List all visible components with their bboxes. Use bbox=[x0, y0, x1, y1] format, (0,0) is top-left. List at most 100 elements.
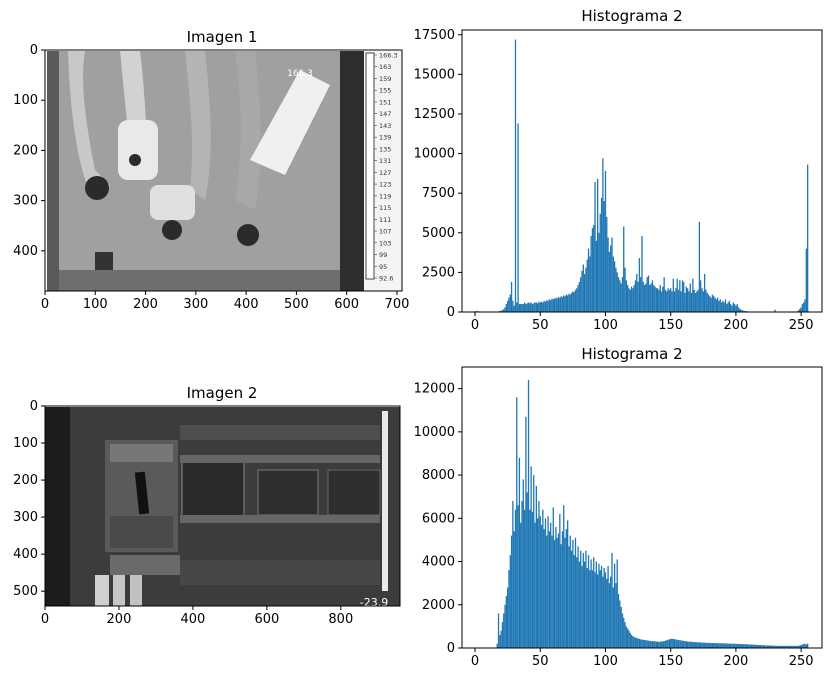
histogram-bar bbox=[624, 622, 626, 648]
histogram-bar bbox=[728, 300, 731, 312]
histogram-bar bbox=[619, 280, 621, 312]
histogram-bar bbox=[709, 642, 711, 648]
histogram-bar bbox=[743, 310, 745, 312]
overlay-temp-2: -23.9 bbox=[360, 596, 388, 609]
subplot-histograma-bottom: Histograma 2 0 50 100 150 200 250 0 2000 4000 600… bbox=[414, 345, 823, 669]
histogram-bar bbox=[654, 286, 656, 312]
image2-bright-3 bbox=[130, 575, 142, 606]
histogram-bar bbox=[760, 644, 762, 648]
histogram-bar bbox=[684, 641, 686, 648]
histogram-bar bbox=[572, 539, 574, 648]
histogram-bar bbox=[731, 305, 733, 312]
histogram-bar bbox=[547, 516, 549, 648]
colorbar-label: 139 bbox=[379, 134, 391, 142]
title-histograma-top: Histograma 2 bbox=[581, 7, 682, 25]
histogram-bar bbox=[608, 251, 611, 312]
image2-bottom-terminals bbox=[110, 555, 180, 575]
histogram-bar bbox=[531, 511, 534, 648]
histogram-bar bbox=[610, 576, 612, 648]
histogram-bar bbox=[623, 226, 625, 312]
x-tick-label: 600 bbox=[334, 297, 359, 312]
histogram-bar bbox=[560, 544, 562, 648]
histogram-bar bbox=[576, 288, 578, 312]
histogram-bar bbox=[496, 643, 498, 648]
y-tick-label: 10000 bbox=[414, 425, 455, 440]
x-tick-label: 100 bbox=[593, 318, 618, 333]
histogram-bar bbox=[724, 299, 727, 312]
histogram-bar bbox=[612, 256, 614, 312]
histogram-bar bbox=[544, 301, 547, 312]
colorbar-labels: 166.3 163 159 155 151 147 143 139 135 131 127 123 11… bbox=[374, 52, 398, 283]
histogram-bar bbox=[550, 522, 552, 648]
histogram-bar bbox=[714, 643, 716, 648]
histogram-bar bbox=[769, 645, 771, 648]
histogram-bar bbox=[807, 164, 809, 312]
histogram-bar bbox=[641, 235, 643, 312]
histogram-bar bbox=[671, 291, 673, 312]
histogram-bar bbox=[654, 641, 656, 648]
histogram-bar bbox=[530, 302, 532, 312]
title-histograma-bottom: Histograma 2 bbox=[581, 345, 682, 363]
histogram-bar bbox=[737, 307, 740, 312]
histogram-bar bbox=[633, 285, 635, 312]
histogram-bar bbox=[739, 308, 741, 312]
histogram-bar bbox=[707, 294, 710, 312]
histogram-bar bbox=[613, 563, 616, 648]
histogram-bar bbox=[694, 642, 697, 648]
histogram-bar bbox=[797, 310, 800, 312]
histogram-bar bbox=[689, 641, 691, 648]
colorbar-label: 155 bbox=[379, 87, 391, 95]
histogram-bar bbox=[799, 645, 801, 648]
histogram-bar bbox=[693, 641, 695, 648]
title-imagen-2: Imagen 2 bbox=[187, 384, 258, 402]
histogram-bar bbox=[753, 644, 755, 648]
x-tick-label: 150 bbox=[658, 318, 683, 333]
histogram-bar bbox=[671, 638, 673, 648]
histogram-bar bbox=[762, 645, 764, 648]
histogram-bar bbox=[508, 297, 510, 312]
image-fitting-2 bbox=[250, 70, 330, 175]
histogram-bar bbox=[514, 39, 517, 313]
histogram-bar bbox=[578, 281, 581, 312]
y-tick-label: 100 bbox=[13, 436, 38, 451]
histogram-bar bbox=[593, 224, 595, 312]
histogram-bar bbox=[570, 550, 573, 648]
histogram-bar bbox=[518, 457, 521, 648]
x-tick-label: 200 bbox=[133, 297, 158, 312]
axes-frame bbox=[44, 49, 403, 292]
histogram-bar bbox=[689, 283, 691, 312]
histogram-bar bbox=[739, 643, 741, 648]
histogram-bar bbox=[719, 299, 721, 312]
histogram-bar bbox=[638, 258, 641, 312]
histogram-bar bbox=[681, 640, 684, 648]
histogram-bar bbox=[663, 641, 665, 648]
histogram-bar bbox=[662, 286, 664, 312]
histogram-bar bbox=[567, 295, 569, 312]
y-tick-label: 8000 bbox=[422, 468, 455, 483]
histogram-bar bbox=[569, 535, 571, 648]
histogram-bar bbox=[570, 292, 573, 312]
histogram-bar bbox=[703, 273, 706, 312]
histogram-bar bbox=[522, 304, 524, 312]
histogram-bar bbox=[680, 291, 682, 312]
histogram-bar bbox=[771, 645, 774, 648]
x-tick-label: 100 bbox=[593, 654, 618, 669]
y-tick-label: 500 bbox=[13, 584, 38, 599]
histogram-bar bbox=[687, 641, 689, 648]
histogram-bar bbox=[504, 604, 506, 648]
image-cable-3 bbox=[185, 51, 211, 200]
histogram-bar bbox=[658, 289, 660, 312]
histogram-bar bbox=[733, 304, 736, 312]
histogram-bar bbox=[583, 561, 586, 648]
histogram-bar bbox=[540, 524, 543, 648]
histogram-bar bbox=[726, 643, 728, 648]
histogram-bar bbox=[509, 294, 511, 312]
histogram-bar bbox=[593, 557, 595, 648]
histogram-bar bbox=[667, 288, 669, 312]
histogram-bar bbox=[743, 644, 745, 648]
histogram-bar bbox=[521, 501, 523, 648]
histogram-bar bbox=[778, 645, 780, 648]
histogram-bar bbox=[761, 645, 763, 648]
x-tick-label: 100 bbox=[83, 297, 108, 312]
histogram-bar bbox=[533, 303, 535, 312]
